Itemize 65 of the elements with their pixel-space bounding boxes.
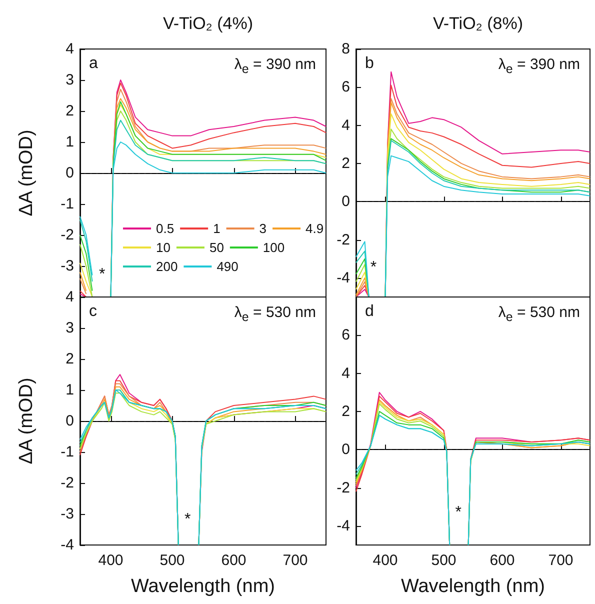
legend-label: 3	[259, 221, 267, 236]
y-tick-label: 2	[66, 350, 74, 368]
y-tick-label: 2	[342, 402, 350, 420]
x-tick-label: 400	[98, 552, 124, 569]
chart-title: V-TiO₂ (4%)	[162, 14, 254, 33]
legend-label: 200	[156, 259, 178, 274]
annotation: *	[455, 504, 462, 521]
y-tick-label: 8	[342, 40, 350, 58]
y-tick-label: 6	[342, 326, 350, 344]
y-tick-label: -3	[60, 506, 74, 522]
annotation: *	[99, 266, 106, 283]
x-tick-label: 500	[160, 552, 185, 569]
annotation: d	[365, 303, 374, 320]
annotation: b	[365, 55, 374, 72]
x-tick-label: 700	[282, 552, 308, 569]
y-tick-label: 4	[342, 116, 350, 134]
legend-label: 50	[209, 240, 224, 255]
annotation: c	[89, 303, 97, 320]
y-tick-label: -2	[336, 231, 350, 248]
legend-label: 10	[156, 240, 170, 255]
annotation: λ$_{e}$ = 530 nm	[234, 304, 316, 324]
y-tick-label: -1	[60, 196, 74, 212]
y-tick-label: -4	[336, 269, 350, 286]
y-tick-label: 0	[342, 441, 350, 458]
y-tick-label: -2	[336, 479, 350, 496]
x-tick-label: 600	[490, 552, 515, 569]
legend-label: 490	[216, 259, 238, 274]
y-tick-label: 0	[66, 412, 74, 430]
annotation: *	[184, 511, 191, 528]
y-tick-label: 6	[342, 78, 350, 96]
y-axis-title: ΔA (mOD)	[16, 130, 37, 216]
y-tick-label: 4	[342, 364, 350, 382]
y-tick-label: -1	[60, 444, 74, 460]
y-tick-label: -2	[60, 226, 74, 244]
y-tick-label: 1	[66, 134, 74, 150]
annotation: *	[370, 259, 377, 276]
y-tick-label: 3	[66, 72, 74, 88]
chart-title: V-TiO₂ (8%)	[432, 14, 524, 33]
x-axis-title: Wavelength (nm)	[401, 576, 545, 597]
annotation: λ$_{e}$ = 390 nm	[498, 56, 580, 76]
legend-label: 4.9	[306, 221, 324, 236]
y-tick-label: 4	[66, 40, 74, 58]
legend-label: 1	[213, 221, 220, 236]
annotation: λ$_{e}$ = 390 nm	[234, 56, 316, 76]
y-tick-label: 2	[342, 154, 350, 172]
y-tick-label: 0	[66, 164, 74, 182]
y-tick-label: -3	[60, 258, 74, 274]
annotation: λ$_{e}$ = 530 nm	[498, 304, 580, 324]
legend-label: 100	[262, 240, 285, 255]
y-axis-title: ΔA (mOD)	[16, 378, 37, 464]
y-tick-label: 3	[66, 320, 74, 336]
x-tick-label: 700	[548, 552, 574, 569]
x-axis-title: Wavelength (nm)	[131, 576, 275, 597]
annotation: a	[89, 55, 98, 72]
y-tick-label: 1	[66, 382, 74, 398]
y-tick-label: 0	[342, 193, 350, 210]
y-tick-label: -2	[60, 474, 74, 492]
y-tick-label: -4	[60, 536, 74, 554]
y-tick-label: -4	[336, 517, 350, 534]
x-tick-label: 400	[372, 552, 398, 569]
y-tick-label: 2	[66, 102, 74, 120]
x-tick-label: 600	[221, 552, 246, 569]
y-tick-label: 4	[66, 288, 74, 306]
x-tick-label: 500	[431, 552, 456, 569]
legend-label: 0.5	[156, 221, 174, 236]
